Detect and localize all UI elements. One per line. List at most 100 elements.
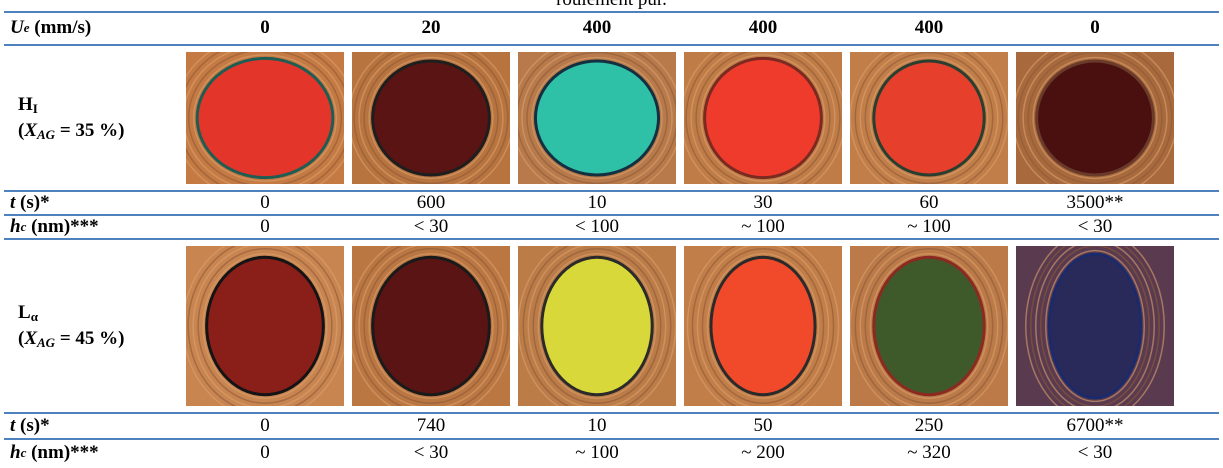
value-cell: < 30 (348, 440, 514, 466)
rule (4, 190, 1219, 192)
cell-value: 30 (753, 192, 773, 213)
value-cell: 600 (348, 192, 514, 214)
caption: roulement pur. (0, 0, 1223, 12)
phase-label: Lα (XAG = 45 %) (18, 240, 178, 412)
value-cell: 0 (182, 414, 348, 438)
value-cell: ~ 100 (846, 216, 1012, 238)
cell-value: < 30 (413, 442, 449, 463)
value-cell: < 30 (1012, 216, 1178, 238)
cell-value: 0 (260, 442, 270, 463)
value-cell: < 30 (1012, 440, 1178, 466)
comp-sub: AG (37, 127, 56, 142)
value-cell: 60 (846, 192, 1012, 214)
value-cell: 400 (514, 12, 680, 44)
value-cell: 740 (348, 414, 514, 438)
label-rest: (s)* (15, 192, 50, 213)
value-cell: < 30 (348, 216, 514, 238)
label-rest: (nm)*** (26, 442, 99, 463)
value-cell: 20 (348, 12, 514, 44)
cell-value: < 30 (413, 216, 449, 237)
caption-text: roulement pur. (556, 0, 667, 11)
cell-value: < 30 (1077, 216, 1113, 237)
cell-value: 10 (587, 415, 607, 436)
rule (4, 438, 1219, 440)
micrograph (1016, 52, 1174, 184)
label-var: h (10, 216, 21, 237)
phase: HI (18, 92, 38, 118)
cell-value: 0 (260, 17, 270, 38)
cell-value: ~ 100 (907, 216, 951, 237)
micrograph (186, 52, 344, 184)
cell-value: 0 (260, 216, 270, 237)
cell-value: 20 (421, 17, 441, 38)
value-cell: 0 (182, 440, 348, 466)
value-cell: 250 (846, 414, 1012, 438)
cell-value: 740 (416, 415, 446, 436)
comp-open: ( (18, 328, 25, 349)
label-rest: (mm/s) (29, 17, 92, 38)
micrograph (352, 52, 510, 184)
rule (4, 11, 1219, 13)
micrograph (850, 52, 1008, 184)
cell-value: 50 (753, 415, 773, 436)
value-cell: < 100 (514, 216, 680, 238)
value-cell: 400 (846, 12, 1012, 44)
phase-sub: I (32, 101, 38, 116)
row-label: t (s)* (10, 414, 180, 438)
comp-var: X (24, 328, 38, 349)
rule (4, 238, 1219, 240)
value-cell: 0 (182, 216, 348, 238)
row-label: t (s)* (10, 192, 180, 214)
cell-value: < 30 (1077, 442, 1113, 463)
cell-value: 3500** (1066, 192, 1124, 213)
micrograph (684, 246, 842, 406)
value-cell: ~ 100 (680, 216, 846, 238)
comp-rest: = 35 %) (55, 120, 125, 141)
phase-name: L (18, 302, 31, 323)
rule (4, 412, 1219, 414)
comp-rest: = 45 %) (55, 328, 125, 349)
phase-sub: α (30, 309, 38, 324)
label-var: h (10, 442, 21, 463)
label-var: t (10, 192, 16, 213)
value-cell: 30 (680, 192, 846, 214)
phase-name: H (18, 94, 33, 115)
cell-value: 10 (587, 192, 607, 213)
cell-value: 250 (914, 415, 944, 436)
value-cell: ~ 200 (680, 440, 846, 466)
comp-sub: AG (37, 335, 56, 350)
cell-value: 6700** (1066, 415, 1124, 436)
value-cell: 6700** (1012, 414, 1178, 438)
cell-value: ~ 200 (741, 442, 785, 463)
rule (4, 44, 1219, 46)
value-cell: 10 (514, 414, 680, 438)
cell-value: ~ 100 (741, 216, 785, 237)
cell-value: 0 (260, 192, 270, 213)
value-cell: 3500** (1012, 192, 1178, 214)
value-cell: 0 (182, 192, 348, 214)
value-cell: 50 (680, 414, 846, 438)
cell-value: < 100 (575, 216, 619, 237)
label-rest: (nm)*** (26, 216, 99, 237)
cell-value: 400 (748, 17, 778, 38)
cell-value: 60 (919, 192, 939, 213)
cell-value: 600 (416, 192, 446, 213)
label-var: U (10, 17, 24, 38)
cell-value: 400 (914, 17, 944, 38)
comp-var: X (24, 120, 38, 141)
rule (4, 214, 1219, 216)
phase: Lα (18, 300, 38, 326)
label-var: t (10, 415, 16, 436)
label-rest: (s)* (15, 415, 50, 436)
composition: (XAG = 35 %) (18, 118, 124, 144)
micrograph (186, 246, 344, 406)
cell-value: 0 (260, 415, 270, 436)
micrograph (850, 246, 1008, 406)
micrograph (352, 246, 510, 406)
composition: (XAG = 45 %) (18, 326, 124, 352)
cell-value: 400 (582, 17, 612, 38)
